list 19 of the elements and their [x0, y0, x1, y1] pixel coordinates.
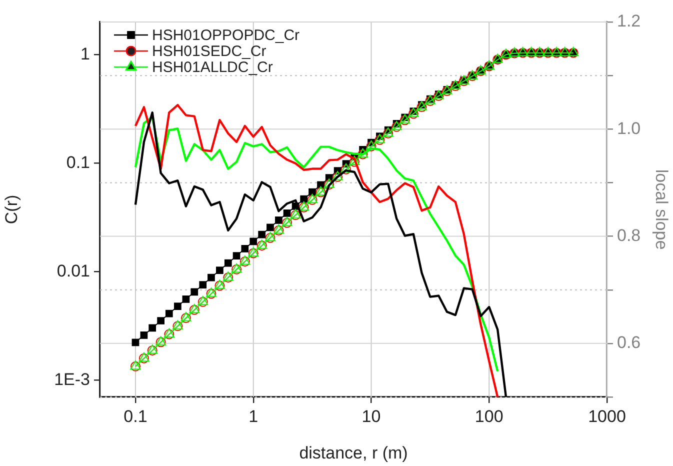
y2-axis-title: local slope: [652, 169, 672, 250]
y2-tick-label: 0.6: [617, 333, 641, 352]
x-tick-label: 1: [248, 406, 258, 426]
legend-label: HSH01OPPOPDC_Cr: [152, 27, 300, 44]
x-axis-title: distance, r (m): [299, 443, 408, 462]
y-tick-label: 0.01: [56, 261, 90, 280]
y2-tick-label: 1.2: [617, 12, 641, 31]
x-tick-label: 100: [474, 406, 504, 426]
x-tick-label: 10: [362, 406, 381, 426]
y-tick-label: 0.1: [66, 152, 90, 172]
y2-tick-label: 0.8: [617, 226, 641, 245]
x-tick-label: 1000: [588, 406, 626, 426]
y-tick-label: 1E-3: [54, 370, 90, 389]
y2-tick-label: 1.0: [617, 118, 641, 138]
legend-label: HSH01ALLDC_Cr: [152, 59, 273, 76]
y-axis-title: C(r): [2, 194, 21, 224]
y-tick-label: 1: [80, 44, 90, 64]
x-tick-label: 0.1: [124, 406, 148, 426]
legend-label: HSH01SEDC_Cr: [152, 43, 266, 60]
